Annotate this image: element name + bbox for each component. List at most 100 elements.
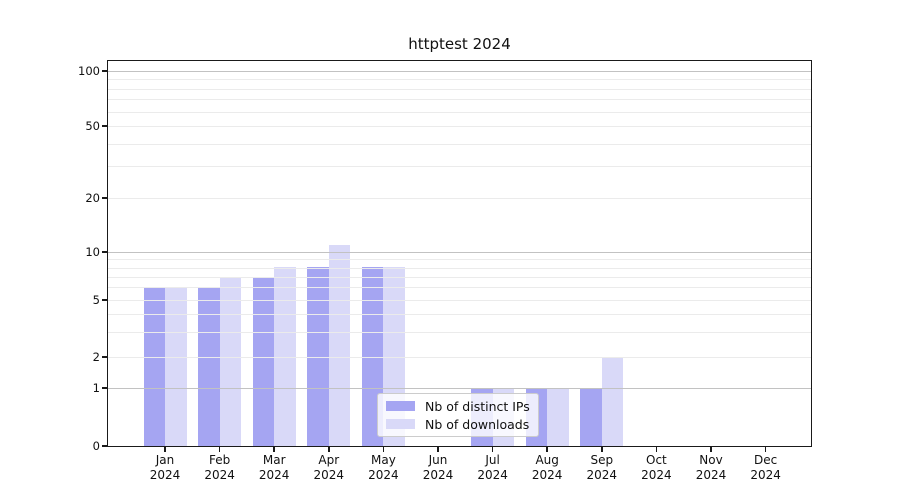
x-tick-label-jun: Jun 2024 (403, 453, 473, 483)
x-tick-mark (546, 446, 548, 452)
x-tick-month: Sep (590, 453, 614, 467)
bar-downloads-feb (219, 276, 242, 446)
legend-swatch-downloads (386, 419, 415, 429)
y-tick-label: 2 (92, 350, 100, 364)
x-tick-mark (164, 446, 166, 452)
y-tick-mark (102, 70, 108, 72)
x-tick-year: 2024 (313, 468, 345, 482)
x-tick-year: 2024 (368, 468, 399, 482)
y-tick-label: 0 (92, 439, 100, 453)
y-tick-mark (102, 251, 108, 253)
x-tick-label-aug: Aug 2024 (512, 453, 582, 483)
gridline-minor (108, 79, 811, 81)
x-tick-year: 2024 (641, 468, 672, 482)
x-tick-month: May (370, 453, 396, 467)
bar-downloads-jan (165, 287, 187, 446)
y-tick-label: 1 (92, 381, 100, 395)
x-tick-month: Jan (155, 453, 175, 467)
x-tick-mark (437, 446, 439, 452)
gridline-minor (108, 331, 811, 333)
y-tick-label: 100 (78, 64, 100, 78)
x-tick-label-oct: Oct 2024 (621, 453, 691, 483)
x-tick-year: 2024 (204, 468, 235, 482)
legend-swatch-distinct-ips (386, 401, 415, 411)
x-tick-year: 2024 (477, 468, 508, 482)
bar-distinct-ips-sep (580, 388, 602, 446)
x-tick-month: Mar (262, 453, 286, 467)
bar-distinct-ips-feb (198, 287, 220, 446)
bar-downloads-aug (547, 388, 569, 446)
x-tick-label-dec: Dec 2024 (731, 453, 801, 483)
gridline-minor (108, 357, 811, 358)
x-tick-month: Jul (485, 453, 500, 467)
x-tick-label-feb: Feb 2024 (185, 453, 255, 483)
chart-title: httptest 2024 (408, 35, 511, 53)
x-tick-month: Jun (428, 453, 448, 467)
gridline-minor (108, 313, 811, 315)
x-tick-month: Feb (208, 453, 231, 467)
y-tick-mark (102, 356, 108, 358)
gridline-minor (108, 88, 811, 90)
gridline-minor (108, 287, 811, 289)
gridline-major (108, 71, 811, 72)
x-tick-year: 2024 (149, 468, 181, 482)
legend: Nb of distinct IPs Nb of downloads (377, 393, 539, 437)
x-tick-year: 2024 (531, 468, 563, 482)
gridline-minor (108, 259, 811, 261)
legend-row-downloads: Nb of downloads (386, 417, 530, 432)
x-tick-label-sep: Sep 2024 (567, 453, 637, 483)
y-tick-mark (102, 387, 108, 389)
x-tick-label-jan: Jan 2024 (130, 453, 200, 483)
y-tick-label: 20 (85, 191, 100, 205)
bar-downloads-mar (274, 267, 296, 446)
x-tick-month: Aug (535, 453, 559, 467)
x-tick-mark (273, 446, 275, 452)
x-tick-year: 2024 (258, 468, 290, 482)
x-tick-year: 2024 (422, 468, 454, 482)
x-tick-label-jul: Jul 2024 (458, 453, 528, 483)
y-tick-mark (102, 197, 108, 199)
bar-downloads-sep (601, 357, 624, 446)
y-tick-label: 10 (85, 245, 100, 259)
y-tick-mark (102, 125, 108, 127)
x-tick-month: Apr (318, 453, 340, 467)
y-tick-mark (102, 445, 108, 447)
gridline-minor (108, 267, 811, 269)
x-tick-label-apr: Apr 2024 (294, 453, 364, 483)
x-tick-month: Nov (699, 453, 723, 467)
x-tick-mark (601, 446, 603, 452)
gridline-minor (108, 300, 811, 301)
bar-distinct-ips-mar (252, 276, 275, 446)
y-tick-mark (102, 299, 108, 301)
plot-area (108, 61, 811, 446)
x-tick-mark (764, 446, 767, 452)
bar-distinct-ips-jan (143, 287, 165, 446)
gridline-minor (108, 276, 811, 278)
gridline-minor (108, 111, 811, 113)
gridline-minor (108, 99, 811, 101)
x-tick-month: Dec (753, 453, 778, 467)
legend-row-distinct-ips: Nb of distinct IPs (386, 399, 530, 414)
x-tick-year: 2024 (695, 468, 727, 482)
x-tick-label-nov: Nov 2024 (676, 453, 746, 483)
x-tick-mark (710, 446, 712, 452)
gridline-minor (108, 166, 811, 168)
bar-distinct-ips-apr (307, 267, 329, 446)
x-tick-mark (655, 446, 658, 452)
bar-downloads-apr (328, 244, 351, 446)
x-tick-year: 2024 (750, 468, 781, 482)
x-tick-mark (382, 446, 385, 452)
x-tick-mark (491, 446, 494, 452)
x-tick-label-may: May 2024 (348, 453, 418, 483)
gridline-major (108, 388, 811, 389)
y-tick-label: 50 (85, 119, 100, 133)
legend-label-downloads: Nb of downloads (425, 416, 530, 432)
legend-label-distinct-ips: Nb of distinct IPs (425, 398, 530, 414)
x-tick-mark (218, 446, 221, 452)
y-tick-label: 5 (92, 293, 100, 307)
gridline-major (108, 252, 811, 253)
x-tick-month: Oct (646, 453, 667, 467)
gridline-minor (108, 198, 811, 199)
x-tick-label-mar: Mar 2024 (239, 453, 309, 483)
